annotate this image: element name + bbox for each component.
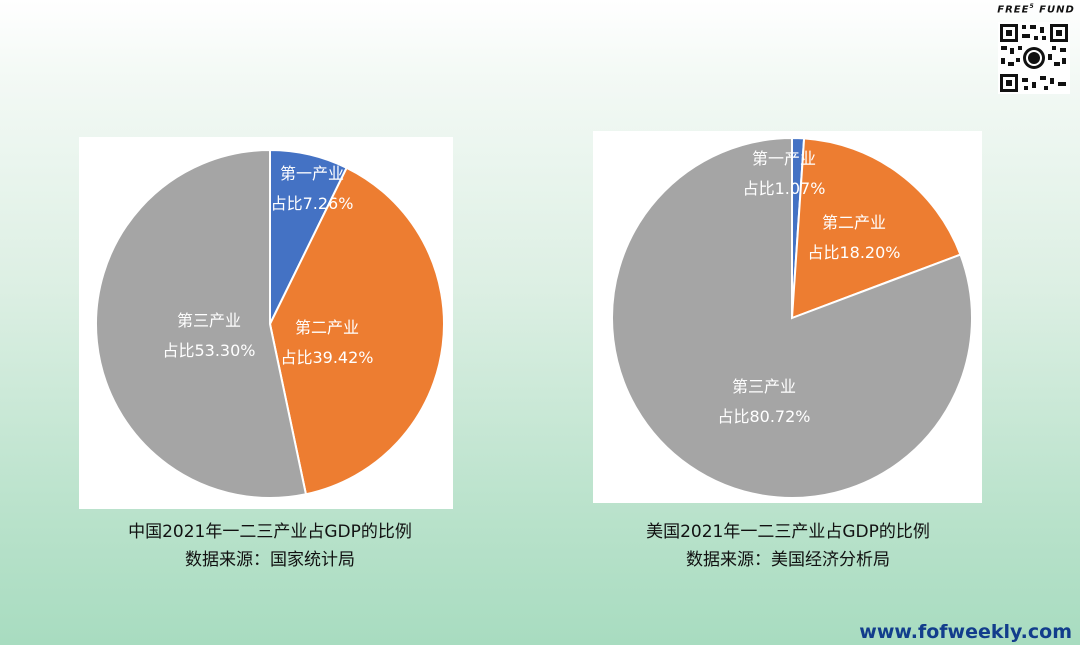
us-chart-source: 数据来源：美国经济分析局 [686,550,890,570]
china-slice-value-label: 占比39.42% [280,348,373,367]
us-caption: 美国2021年一二三产业占GDP的比例 数据来源：美国经济分析局 [588,518,988,574]
china-chart-panel: 第一产业占比7.26% 第二产业占比39.42% 第三产业占比53.30% [79,137,453,509]
china-slice-category-label: 第二产业 [295,318,359,337]
us-slice-value-label: 占比80.72% [717,407,810,426]
us-chart-panel: 第一产业占比1.07% 第二产业占比18.20% 第三产业占比80.72% [593,131,982,503]
china-slice-value-label: 占比7.26% [271,194,354,213]
us-chart-title: 美国2021年一二三产业占GDP的比例 [646,522,930,542]
us-slice-category-label: 第二产业 [822,213,886,232]
website-url[interactable]: www.fofweekly.com [859,621,1072,643]
qr-code-icon [998,22,1070,94]
us-slice-value-label: 占比18.20% [807,243,900,262]
china-caption: 中国2021年一二三产业占GDP的比例 数据来源：国家统计局 [70,518,470,574]
us-slice-category-label: 第一产业 [752,149,816,168]
us-slice-category-label: 第三产业 [732,377,796,396]
us-pie-slice-3 [611,136,973,499]
brand-logo: FREE5 FUND [997,3,1075,16]
us-pie-slice-2 [790,137,962,320]
china-slice-value-label: 占比53.30% [162,341,255,360]
china-chart-source: 数据来源：国家统计局 [185,550,355,570]
china-slice-category-label: 第三产业 [177,311,241,330]
us-slice-value-label: 占比1.07% [743,179,826,198]
china-slice-category-label: 第一产业 [280,164,344,183]
china-pie-slice-2 [268,166,445,496]
china-pie-slice-3 [95,148,308,499]
china-chart-title: 中国2021年一二三产业占GDP的比例 [128,522,412,542]
